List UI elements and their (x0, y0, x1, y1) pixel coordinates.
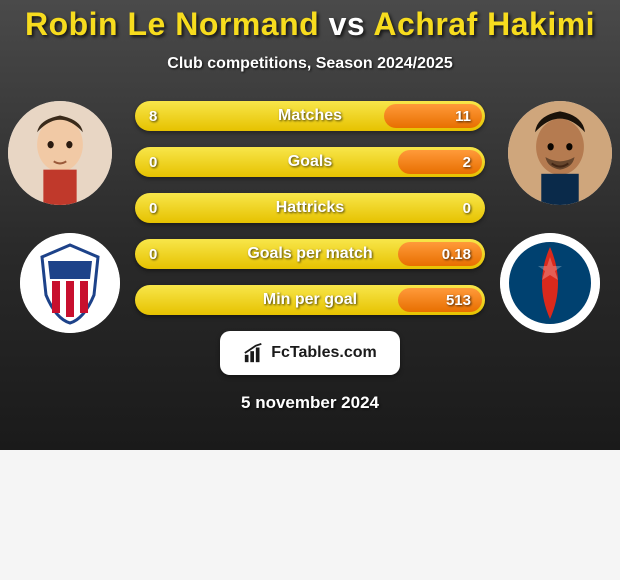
stat-value-right: 513 (446, 285, 471, 315)
stat-value-right: 0 (463, 193, 471, 223)
stat-label: Matches (135, 101, 485, 131)
stat-value-right: 0.18 (442, 239, 471, 269)
stat-bar: 0Goals2 (135, 147, 485, 177)
stat-value-right: 2 (463, 147, 471, 177)
stat-bar: 0Hattricks0 (135, 193, 485, 223)
player1-club-crest (20, 233, 120, 333)
stat-value-right: 11 (455, 101, 471, 131)
player1-photo (8, 101, 112, 205)
player2-club-crest (500, 233, 600, 333)
stat-label: Hattricks (135, 193, 485, 223)
subtitle: Club competitions, Season 2024/2025 (0, 55, 620, 73)
page-title: Robin Le Normand vs Achraf Hakimi (0, 6, 620, 43)
date-stamp: 5 november 2024 (0, 393, 620, 413)
stat-bar: 0Goals per match0.18 (135, 239, 485, 269)
stat-label: Goals per match (135, 239, 485, 269)
stat-bar: Min per goal513 (135, 285, 485, 315)
brand-badge: FcTables.com (220, 331, 400, 375)
title-vs: vs (329, 6, 366, 42)
stat-label: Goals (135, 147, 485, 177)
brand-text: FcTables.com (271, 344, 377, 362)
bar-chart-icon (243, 342, 265, 364)
stat-bars: 8Matches110Goals20Hattricks00Goals per m… (135, 101, 485, 315)
comparison-card: Robin Le Normand vs Achraf Hakimi Club c… (0, 0, 620, 450)
title-player2: Achraf Hakimi (373, 6, 595, 42)
title-player1: Robin Le Normand (25, 6, 319, 42)
avatar-icon (508, 101, 612, 205)
stat-bar: 8Matches11 (135, 101, 485, 131)
crest-icon (20, 233, 120, 333)
player2-photo (508, 101, 612, 205)
avatar-icon (8, 101, 112, 205)
crest-icon (500, 233, 600, 333)
stat-label: Min per goal (135, 285, 485, 315)
content-area: 8Matches110Goals20Hattricks00Goals per m… (0, 101, 620, 413)
